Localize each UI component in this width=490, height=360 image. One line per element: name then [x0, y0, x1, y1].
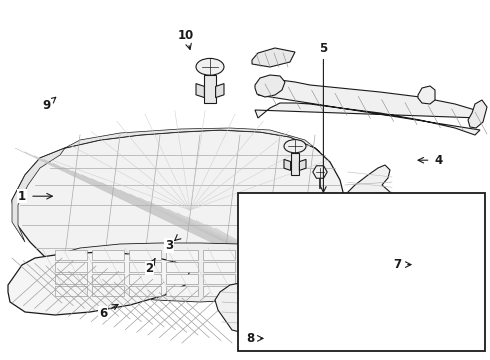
- Polygon shape: [284, 159, 291, 170]
- Text: 10: 10: [178, 29, 195, 42]
- Polygon shape: [12, 130, 345, 300]
- Text: 8: 8: [246, 332, 254, 345]
- Polygon shape: [255, 80, 480, 135]
- Bar: [203, 286, 235, 296]
- Bar: [55, 274, 87, 284]
- Bar: [240, 250, 272, 260]
- Bar: [129, 286, 161, 296]
- Polygon shape: [65, 128, 320, 152]
- Bar: [92, 274, 124, 284]
- Polygon shape: [342, 165, 395, 248]
- Bar: [166, 250, 198, 260]
- Bar: [203, 262, 235, 272]
- Bar: [277, 262, 309, 272]
- Bar: [240, 262, 272, 272]
- Polygon shape: [12, 148, 65, 242]
- Bar: [55, 262, 87, 272]
- Text: 5: 5: [319, 42, 327, 55]
- Text: 2: 2: [146, 262, 153, 275]
- Text: 9: 9: [43, 99, 50, 112]
- Bar: [277, 250, 309, 260]
- Polygon shape: [313, 166, 327, 178]
- Polygon shape: [299, 159, 306, 170]
- Ellipse shape: [196, 58, 224, 75]
- Bar: [92, 262, 124, 272]
- Polygon shape: [40, 243, 315, 302]
- Polygon shape: [8, 252, 190, 315]
- Text: 1: 1: [18, 190, 26, 203]
- Polygon shape: [255, 75, 285, 97]
- Bar: [166, 262, 198, 272]
- Bar: [240, 286, 272, 296]
- Text: 6: 6: [99, 307, 107, 320]
- Text: 3: 3: [165, 239, 173, 252]
- Bar: [166, 286, 198, 296]
- Bar: [129, 274, 161, 284]
- Polygon shape: [468, 100, 487, 128]
- Text: 7: 7: [393, 258, 401, 271]
- Bar: [238, 193, 485, 351]
- Bar: [166, 274, 198, 284]
- Polygon shape: [215, 283, 258, 332]
- Bar: [240, 274, 272, 284]
- Bar: [55, 250, 87, 260]
- Bar: [55, 286, 87, 296]
- Text: 4: 4: [435, 154, 442, 167]
- Bar: [92, 286, 124, 296]
- Ellipse shape: [284, 140, 306, 153]
- Bar: [129, 262, 161, 272]
- Polygon shape: [252, 48, 295, 67]
- Bar: [291, 153, 299, 175]
- Bar: [129, 250, 161, 260]
- Bar: [204, 75, 216, 103]
- Polygon shape: [216, 84, 224, 98]
- Bar: [203, 274, 235, 284]
- Bar: [277, 274, 309, 284]
- Polygon shape: [196, 84, 204, 98]
- Polygon shape: [418, 86, 435, 104]
- Bar: [92, 250, 124, 260]
- Bar: [277, 286, 309, 296]
- Bar: [203, 250, 235, 260]
